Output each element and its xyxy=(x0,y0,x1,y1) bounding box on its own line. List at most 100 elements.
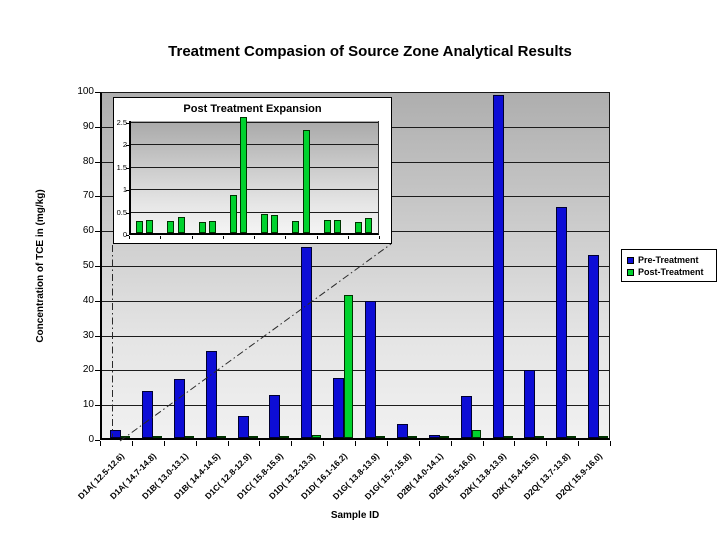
x-tick-mark xyxy=(482,441,484,446)
x-tick-mark xyxy=(386,441,388,446)
inset-post-treatment-bar xyxy=(208,220,216,233)
y-tick-mark xyxy=(95,126,100,128)
inset-gridline xyxy=(131,122,378,123)
post-treatment-bar xyxy=(344,295,354,438)
pre-treatment-bar xyxy=(396,424,408,438)
post-treatment-bar xyxy=(248,436,258,438)
post-treatment-bar xyxy=(503,436,513,438)
gridline xyxy=(102,266,609,267)
x-tick-mark xyxy=(163,441,165,446)
pre-treatment-bar xyxy=(237,416,249,438)
y-tick-label: 30 xyxy=(82,329,94,341)
pre-treatment-bar xyxy=(173,378,185,438)
post-treatment-bar xyxy=(535,436,545,438)
x-tick-mark xyxy=(195,441,197,446)
inset-post-treatment-bar xyxy=(302,129,310,233)
inset-y-tick-label: 2 xyxy=(122,140,127,150)
inset-y-tick-mark xyxy=(126,235,129,236)
inset-post-treatment-bar xyxy=(354,221,362,233)
inset-post-treatment-bar xyxy=(198,221,206,233)
legend-label: Post-Treatment xyxy=(638,267,704,277)
pre-treatment-bar xyxy=(269,395,281,438)
y-tick-mark xyxy=(95,370,100,372)
x-tick-mark xyxy=(450,441,452,446)
y-tick-mark xyxy=(95,92,100,93)
inset-post-treatment-bar xyxy=(292,220,300,233)
inset-x-tick-mark xyxy=(191,236,193,239)
inset-x-tick-mark xyxy=(160,236,162,239)
inset-title: Post Treatment Expansion xyxy=(183,103,322,115)
y-tick-label: 40 xyxy=(82,294,94,306)
y-tick-mark xyxy=(95,440,100,441)
inset-y-tick-label: 0.5 xyxy=(116,207,127,217)
x-tick-mark xyxy=(514,441,516,446)
legend-label: Pre-Treatment xyxy=(638,255,699,265)
inset-y-tick-mark xyxy=(126,145,129,147)
inset-x-tick-mark xyxy=(254,236,255,239)
inset-x-tick-mark xyxy=(316,236,318,239)
inset-y-tick-label: 2.5 xyxy=(116,118,127,127)
inset-post-treatment-bar xyxy=(177,217,185,233)
y-tick-label: 100 xyxy=(77,86,94,97)
legend-item: Post-Treatment xyxy=(627,266,711,278)
y-tick-label: 90 xyxy=(82,120,94,132)
inset-post-treatment-bar xyxy=(146,219,154,233)
x-tick-mark xyxy=(578,441,580,446)
inset-y-tick-label: 1.5 xyxy=(116,162,127,172)
y-tick-label: 50 xyxy=(82,260,94,271)
x-tick-mark xyxy=(323,441,325,446)
inset-y-tick-mark xyxy=(126,212,129,214)
legend-swatch xyxy=(627,268,634,276)
post-treatment-bar xyxy=(567,436,577,438)
pre-treatment-bar xyxy=(301,246,313,438)
y-tick-mark xyxy=(95,161,100,163)
inset-y-tick-label: 0 xyxy=(122,230,127,239)
x-tick-mark xyxy=(418,441,420,446)
y-tick-mark xyxy=(95,196,100,198)
x-tick-mark xyxy=(131,441,133,446)
inset-post-treatment-bar xyxy=(333,220,341,233)
y-tick-mark xyxy=(95,335,100,337)
post-treatment-bar xyxy=(216,436,226,438)
gridline xyxy=(102,335,609,337)
x-tick-mark xyxy=(610,441,611,446)
pre-treatment-bar xyxy=(141,391,153,438)
y-axis-title: Concentration of TCE in (mg/kg) xyxy=(35,189,46,343)
x-tick-mark xyxy=(227,441,229,446)
legend: Pre-Treatment Post-Treatment xyxy=(621,249,717,282)
inset-y-tick-label: 1 xyxy=(122,185,127,195)
inset-post-treatment-bar xyxy=(323,220,331,233)
x-tick-mark xyxy=(100,441,101,446)
x-axis-title: Sample ID xyxy=(330,510,380,521)
y-tick-label: 20 xyxy=(82,364,94,376)
inset-gridline xyxy=(131,211,378,213)
inset-x-tick-mark xyxy=(379,236,380,239)
gridline xyxy=(102,300,609,302)
inset-x-tick-mark xyxy=(129,236,130,239)
post-treatment-bar xyxy=(280,436,290,438)
post-treatment-bar xyxy=(376,436,385,438)
inset-plot-area xyxy=(129,117,379,235)
post-treatment-bar xyxy=(121,436,130,438)
legend-swatch xyxy=(627,256,634,264)
x-tick-mark xyxy=(355,441,356,446)
post-treatment-bar xyxy=(471,430,481,438)
inset-gridline xyxy=(131,189,378,191)
pre-treatment-bar xyxy=(365,300,376,438)
chart-title: Treatment Compasion of Source Zone Analy… xyxy=(168,43,572,60)
y-tick-label: 0 xyxy=(88,434,94,445)
inset-post-treatment-bar xyxy=(167,220,175,233)
y-tick-mark xyxy=(95,405,100,407)
pre-treatment-bar xyxy=(556,206,568,438)
inset-post-treatment-bar xyxy=(240,117,248,233)
post-treatment-bar xyxy=(152,436,162,438)
y-tick-label: 10 xyxy=(82,399,94,411)
pre-treatment-bar xyxy=(333,377,345,438)
x-tick-mark xyxy=(546,441,548,446)
y-tick-mark xyxy=(95,266,100,267)
x-tick-mark xyxy=(259,441,261,446)
inset-x-tick-mark xyxy=(222,236,224,239)
inset-post-treatment-bar xyxy=(271,214,279,233)
inset-post-treatment-bar xyxy=(229,194,237,233)
